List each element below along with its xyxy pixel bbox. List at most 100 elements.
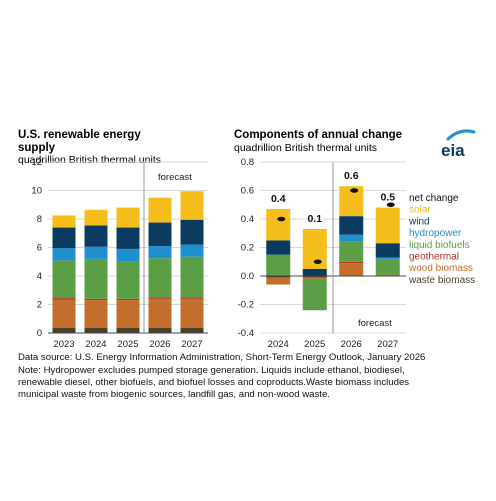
legend-item-waste-biomass: waste biomass	[408, 275, 475, 286]
legend-item-solar: solar	[409, 205, 431, 216]
right-bar-wood-biomass-2026	[339, 263, 364, 276]
right-bar-hydropower-2026	[339, 234, 364, 242]
left-chart-title-line2: supply	[18, 142, 56, 154]
left-bar-wood-biomass-2023	[52, 299, 76, 329]
right-bar-wind-2024	[266, 240, 291, 255]
right-chart-title: Components of annual change	[234, 129, 402, 141]
left-bar-wood-biomass-2026	[148, 298, 172, 329]
right-bar-hydropower-2027	[375, 257, 400, 259]
left-bar-wood-biomass-2024	[84, 300, 108, 329]
left-bar-geothermal-2026	[148, 297, 172, 299]
left-bar-solar-2023	[52, 215, 76, 228]
right-net-change-label-2025: 0.1	[307, 213, 322, 225]
right-bar-waste-biomass-2024	[266, 276, 291, 278]
left-bar-solar-2025	[116, 207, 140, 228]
right-ytick-label: 0.0	[241, 271, 254, 282]
right-net-change-marker-2025	[313, 259, 322, 265]
right-bar-geothermal-2026	[339, 261, 364, 264]
left-ytick-label: 4	[37, 271, 42, 282]
right-bar-wind-2027	[375, 243, 400, 258]
right-xtick-label: 2024	[268, 339, 289, 350]
right-bar-solar-2027	[375, 207, 400, 244]
right-bar-solar-2024	[266, 209, 291, 241]
left-bar-liquid-biofuels-2024	[84, 258, 108, 299]
left-xtick-label: 2024	[85, 339, 106, 350]
right-ytick-label: -0.4	[238, 328, 254, 339]
left-ytick-label: 2	[37, 300, 42, 311]
left-bar-waste-biomass-2027	[180, 328, 204, 333]
left-bar-liquid-biofuels-2027	[180, 256, 204, 298]
left-bar-solar-2026	[148, 197, 172, 223]
left-bar-geothermal-2023	[52, 298, 76, 300]
right-xtick-label: 2026	[341, 339, 362, 350]
left-bar-wind-2026	[148, 222, 172, 247]
left-chart: 0 2 4 6 8 10 12 2023 2024 2025 2026 2027 forecast	[31, 157, 208, 350]
left-bar-waste-biomass-2025	[116, 328, 140, 333]
left-forecast-label: forecast	[158, 172, 192, 183]
left-bar-wind-2027	[180, 219, 204, 245]
right-bar-wind-2025	[302, 268, 327, 276]
left-ytick-label: 8	[37, 214, 42, 225]
right-bar-wood-biomass-2024	[266, 277, 291, 285]
note-line3: municipal waste from biogenic sources, l…	[18, 389, 330, 400]
left-bar-wind-2024	[84, 225, 108, 247]
right-chart: -0.4 -0.2 0.0 0.2 0.4 0.6 0.8 2024 2025 2026 2027 f…	[238, 157, 476, 350]
left-xtick-label: 2023	[53, 339, 74, 350]
right-forecast-label: forecast	[358, 318, 392, 329]
left-bar-hydropower-2026	[148, 246, 172, 259]
right-ytick-label: 0.8	[241, 157, 254, 168]
left-bar-hydropower-2023	[52, 248, 76, 261]
right-bar-wood-biomass-2027	[375, 274, 400, 276]
logo-text: eia	[441, 141, 465, 160]
left-ytick-label: 6	[37, 243, 42, 254]
left-bar-hydropower-2027	[180, 244, 204, 257]
right-net-change-label-2026: 0.6	[344, 170, 359, 182]
left-bar-wind-2025	[116, 227, 140, 249]
source-note: Data source: U.S. Energy Information Adm…	[18, 352, 426, 363]
right-ytick-label: 0.2	[241, 243, 254, 254]
eia-logo: eia	[441, 129, 476, 160]
left-bar-wood-biomass-2025	[116, 300, 140, 329]
right-bar-waste-biomass-2025	[302, 276, 327, 278]
left-bar-waste-biomass-2024	[84, 328, 108, 333]
note-line1: Note: Hydropower excludes pumped storage…	[18, 365, 405, 376]
left-bar-wood-biomass-2027	[180, 298, 204, 329]
left-ytick-label: 12	[31, 157, 42, 168]
left-bar-waste-biomass-2026	[148, 328, 172, 333]
right-chart-subtitle: quadrillion British thermal units	[234, 142, 377, 154]
legend-item-liquid-biofuels: liquid biofuels	[409, 240, 470, 251]
left-bar-hydropower-2025	[116, 248, 140, 262]
left-bar-geothermal-2025	[116, 298, 140, 301]
left-bar-geothermal-2027	[180, 297, 204, 299]
left-bar-waste-biomass-2023	[52, 328, 76, 333]
left-bar-hydropower-2024	[84, 246, 108, 259]
right-bar-liquid-biofuels-2025	[302, 278, 327, 311]
left-bar-wind-2023	[52, 227, 76, 249]
right-net-change-marker-2027	[386, 202, 395, 208]
left-xtick-label: 2025	[117, 339, 138, 350]
left-bar-solar-2024	[84, 209, 108, 226]
legend-item-wind: wind	[408, 216, 430, 227]
left-bar-liquid-biofuels-2026	[148, 258, 172, 298]
right-bar-liquid-biofuels-2026	[339, 241, 364, 262]
right-ytick-label: 0.4	[241, 214, 254, 225]
right-bar-wood-biomass-2025	[302, 277, 327, 279]
left-bar-liquid-biofuels-2025	[116, 261, 140, 299]
logo-swoosh	[446, 129, 476, 141]
right-xtick-label: 2025	[304, 339, 325, 350]
left-ytick-label: 0	[37, 328, 42, 339]
left-chart-subtitle: quadrillion British thermal units	[18, 154, 161, 166]
right-net-change-marker-2024	[277, 216, 286, 222]
legend-item-hydropower: hydropower	[409, 228, 462, 239]
right-ytick-label: 0.6	[241, 186, 254, 197]
note-line2: renewable diesel, other biofuels, and bi…	[18, 377, 410, 388]
left-xtick-label: 2026	[149, 339, 170, 350]
legend-item-wood-biomass: wood biomass	[408, 263, 473, 274]
right-net-change-label-2024: 0.4	[271, 193, 286, 205]
left-bar-solar-2027	[180, 191, 204, 220]
left-bar-liquid-biofuels-2023	[52, 260, 76, 299]
right-bar-liquid-biofuels-2024	[266, 254, 291, 276]
left-chart-title-line1: U.S. renewable energy	[18, 129, 141, 141]
